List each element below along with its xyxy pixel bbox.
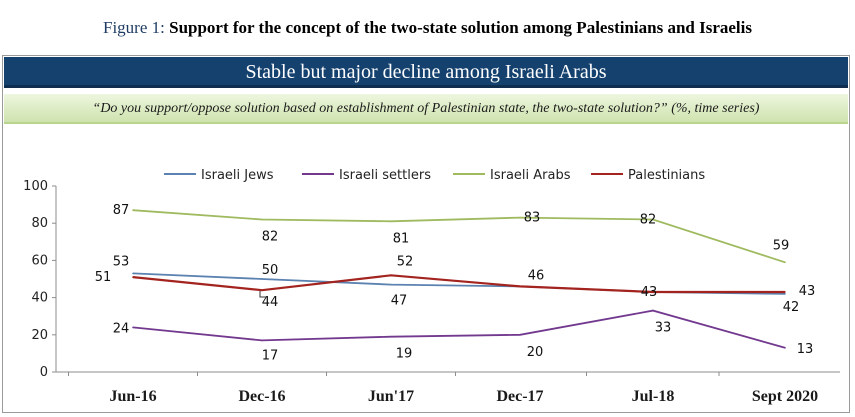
legend-label-israeli_jews: Israeli Jews <box>201 168 274 183</box>
data-label-israeli_jews: 42 <box>783 300 800 315</box>
data-point-israeli_settlers <box>261 339 263 342</box>
data-label-israeli_jews: 50 <box>262 263 279 278</box>
data-label-israeli_arabs: 82 <box>640 212 657 227</box>
data-point-israeli_settlers <box>652 309 654 312</box>
x-category-label: Dec-17 <box>496 388 543 405</box>
figure-prefix: Figure 1: <box>103 18 170 37</box>
data-point-palestinians <box>784 291 786 293</box>
data-point-israeli_jews <box>261 278 263 280</box>
legend-label-israeli_settlers: Israeli settlers <box>339 168 431 183</box>
y-tick-label: 40 <box>31 291 48 306</box>
y-tick-label: 100 <box>23 179 48 194</box>
x-category-label: Jun-16 <box>109 388 156 405</box>
y-tick-label: 80 <box>31 216 48 231</box>
data-label-israeli_arabs: 87 <box>113 203 130 218</box>
data-point-israeli_settlers <box>519 334 521 336</box>
data-label-israeli_settlers: 19 <box>396 347 413 362</box>
data-label-israeli_arabs: 81 <box>393 231 410 246</box>
data-point-palestinians <box>519 285 521 288</box>
data-point-palestinians <box>132 276 134 278</box>
data-point-palestinians <box>261 289 263 292</box>
data-point-palestinians <box>652 291 654 293</box>
data-point-israeli_arabs <box>784 261 786 264</box>
series-line-israeli_jews <box>132 272 786 295</box>
data-point-israeli_arabs <box>652 218 654 221</box>
data-label-israeli_arabs: 82 <box>262 229 279 244</box>
data-label-israeli_settlers: 24 <box>113 321 130 336</box>
x-category-label: Sept 2020 <box>752 388 818 405</box>
data-point-israeli_arabs <box>132 209 134 211</box>
x-category-label: Jul-18 <box>632 388 675 405</box>
x-category-label: Dec-16 <box>238 388 285 405</box>
x-category-label: Jun'17 <box>368 388 414 405</box>
y-tick-label: 60 <box>31 253 48 268</box>
chart-banner: Stable but major decline among Israeli A… <box>4 57 848 88</box>
figure-title: Figure 1: Support for the concept of the… <box>0 18 855 38</box>
data-point-israeli_arabs <box>390 220 392 223</box>
chart-frame <box>2 55 850 413</box>
data-label-israeli_settlers: 13 <box>797 342 814 357</box>
data-label-israeli_settlers: 20 <box>527 345 544 360</box>
data-point-israeli_jews <box>784 293 786 295</box>
data-label-palestinians: 44 <box>262 295 279 310</box>
data-label-israeli_jews: 53 <box>113 254 130 269</box>
data-label-palestinians: 51 <box>95 270 112 285</box>
data-point-israeli_jews <box>132 272 134 275</box>
data-point-palestinians <box>390 274 392 277</box>
figure-title-text: Support for the concept of the two-state… <box>169 18 752 37</box>
y-tick-label: 20 <box>31 328 48 343</box>
data-label-israeli_settlers: 17 <box>262 348 279 363</box>
legend-label-israeli_arabs: Israeli Arabs <box>490 168 571 183</box>
data-point-israeli_jews <box>390 283 392 286</box>
data-label-israeli_settlers: 33 <box>655 321 672 336</box>
series-line-palestinians <box>132 274 785 294</box>
data-point-israeli_settlers <box>784 347 786 349</box>
data-label-palestinians: 52 <box>397 254 414 269</box>
data-label-israeli_arabs: 83 <box>524 211 541 226</box>
data-point-israeli_settlers <box>390 335 392 338</box>
data-point-israeli_settlers <box>132 326 134 329</box>
series-line-israeli_arabs <box>132 209 786 264</box>
y-tick-label: 0 <box>40 365 48 380</box>
data-label-israeli_jews: 43 <box>641 285 658 300</box>
leader-line <box>259 291 267 298</box>
data-label-israeli_jews: 47 <box>391 294 408 309</box>
data-label-israeli_arabs: 59 <box>773 238 790 253</box>
data-label-israeli_jews: 46 <box>528 268 545 283</box>
data-point-israeli_arabs <box>519 216 521 219</box>
data-label-palestinians: 43 <box>799 284 816 299</box>
survey-question: “Do you support/oppose solution based on… <box>4 94 848 124</box>
data-point-israeli_arabs <box>261 218 263 221</box>
legend-label-palestinians: Palestinians <box>628 168 705 183</box>
series-line-israeli_settlers <box>132 309 786 349</box>
